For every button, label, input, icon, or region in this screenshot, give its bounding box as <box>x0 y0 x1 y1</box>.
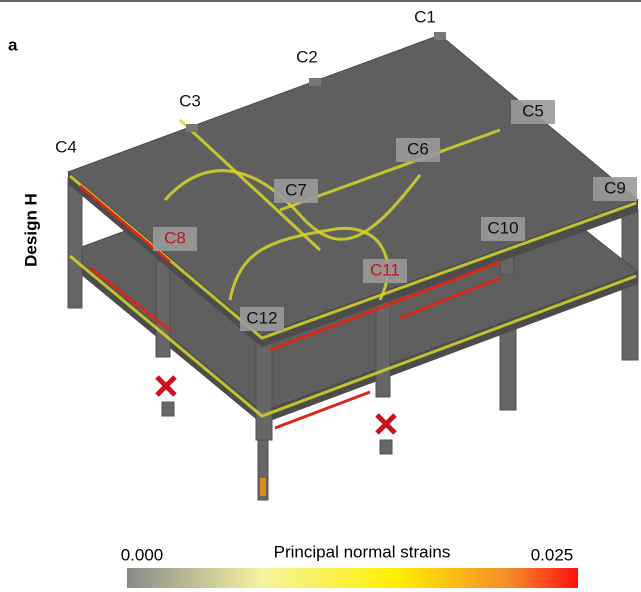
panel-label: a <box>8 35 18 54</box>
column-label: C8 <box>164 228 186 247</box>
column-stub <box>162 402 174 416</box>
design-label: Design H <box>21 193 40 267</box>
colorbar-min: 0.000 <box>121 545 164 564</box>
column-label: C2 <box>296 47 318 66</box>
column-cap <box>186 124 198 132</box>
column-cap <box>309 78 321 86</box>
column-label: C12 <box>246 308 277 327</box>
column-label: C4 <box>55 137 77 156</box>
column-cap <box>434 32 446 40</box>
column-label: C10 <box>487 218 518 237</box>
column-label: C3 <box>179 91 201 110</box>
failure-mark <box>377 415 395 433</box>
figure: a Design H C1 C2 C3 C4 C5 C6 C7 C8 C9 C10 C11 C12 P… <box>0 0 641 592</box>
column-stub <box>380 440 392 454</box>
column-label: C1 <box>414 7 436 26</box>
column <box>156 262 170 357</box>
column-label: C9 <box>604 178 626 197</box>
colorbar-max: 0.025 <box>531 545 574 564</box>
failure-mark <box>157 377 175 395</box>
colorbar-title: Principal normal strains <box>274 542 451 561</box>
column-label: C11 <box>370 260 400 279</box>
column <box>256 340 272 440</box>
column-base <box>260 478 266 496</box>
column <box>376 302 390 397</box>
column-label: C7 <box>285 180 307 199</box>
column <box>68 178 82 308</box>
colorbar <box>127 568 578 588</box>
column-label: C6 <box>407 139 429 158</box>
column-label: C5 <box>522 101 544 120</box>
